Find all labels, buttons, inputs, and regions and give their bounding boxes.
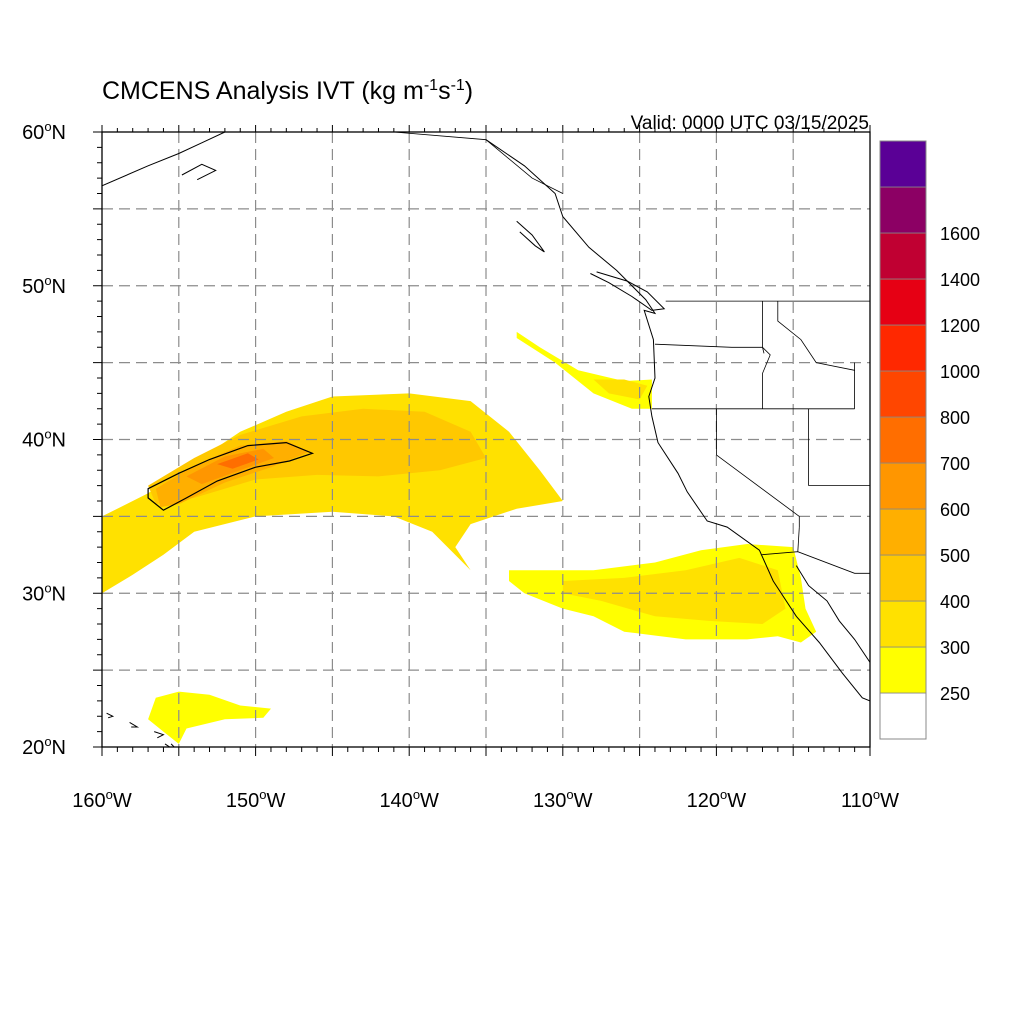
gridlines xyxy=(102,132,870,747)
colorbar-box-12 xyxy=(879,140,927,188)
border-id-mt xyxy=(777,301,855,371)
coastline-west-coast xyxy=(485,139,870,702)
colorbar-box-8 xyxy=(879,324,927,372)
colorbar-box-9 xyxy=(879,278,927,326)
colorbar-box-5 xyxy=(879,462,927,510)
colorbar-box-7 xyxy=(879,370,927,418)
lat-label-50: 50oN xyxy=(22,273,66,298)
colorbar-box-2 xyxy=(879,600,927,648)
colorbar-box-10 xyxy=(879,232,927,280)
border-bc-ak xyxy=(393,132,563,194)
map-contents xyxy=(102,132,870,747)
border-id-west xyxy=(762,301,771,409)
border-wa-or xyxy=(654,343,765,354)
colorbar-box-3 xyxy=(879,554,927,602)
lon-label-160: 160oW xyxy=(72,787,132,812)
colorbar-label-800: 800 xyxy=(940,408,970,428)
figure-title: CMCENS Analysis IVT (kg m-1s-1) xyxy=(102,77,473,105)
colorbar-box-1 xyxy=(879,646,927,694)
coastline-haida-gwaii xyxy=(516,220,545,253)
border-us-mexico xyxy=(760,551,870,574)
colorbar-box-6 xyxy=(879,416,927,464)
ivt-shade-southern-band-core xyxy=(562,557,786,624)
colorbar-label-1200: 1200 xyxy=(940,316,980,336)
lat-label-30: 30oN xyxy=(22,580,66,605)
colorbar-box-11 xyxy=(879,186,927,234)
colorbar-label-600: 600 xyxy=(940,500,970,520)
ivt-shade-north-pacific-core-400 xyxy=(148,408,486,505)
colorbar-label-1600: 1600 xyxy=(940,224,980,244)
lon-label-150: 150oW xyxy=(226,787,286,812)
coastline-hawaii-oahu xyxy=(129,721,140,728)
colorbar-label-700: 700 xyxy=(940,454,970,474)
map-panel xyxy=(93,125,871,756)
ivt-shade-oregon-plume-core xyxy=(593,379,648,400)
political-borders xyxy=(393,132,870,574)
lon-label-130: 130oW xyxy=(533,787,593,812)
coastline-hawaii-kauai xyxy=(106,712,115,719)
border-ca-nv xyxy=(716,408,800,528)
ivt-shade-hawaii-patch xyxy=(148,691,271,744)
border-az-ca xyxy=(797,527,800,552)
lon-label-110: 110oW xyxy=(841,787,899,812)
coastline-vancouver-island xyxy=(590,271,666,311)
lat-label-60: 60oN xyxy=(22,119,66,144)
coastline-gulf-of-california xyxy=(795,565,870,663)
coastlines xyxy=(102,132,870,747)
lat-label-20: 20oN xyxy=(22,734,66,759)
lon-label-140: 140oW xyxy=(379,787,439,812)
colorbar-frame xyxy=(879,140,927,740)
ivt-contour-line xyxy=(147,441,315,511)
colorbar-box-0 xyxy=(879,692,927,740)
axis-labels: 60oN 50oN 40oN 30oN 20oN 160oW 150oW 140oW 130oW… xyxy=(22,119,899,812)
coastline-kodiak xyxy=(181,163,217,181)
axis-ticks xyxy=(93,125,871,756)
colorbar: 250 300 400 500 600 700 800 1000 1200 1400 1600 xyxy=(879,140,980,740)
colorbar-box-4 xyxy=(879,508,927,556)
colorbar-label-500: 500 xyxy=(940,546,970,566)
lat-label-40: 40oN xyxy=(22,427,66,452)
colorbar-label-250: 250 xyxy=(940,684,970,704)
lon-label-120: 120oW xyxy=(687,787,747,812)
colorbar-label-1400: 1400 xyxy=(940,270,980,290)
ivt-shade-north-pacific-core-700 xyxy=(217,453,259,469)
colorbar-label-300: 300 xyxy=(940,638,970,658)
colorbar-label-400: 400 xyxy=(940,592,970,612)
coastline-alaska-south xyxy=(102,132,226,187)
colorbar-label-1000: 1000 xyxy=(940,362,980,382)
valid-time-label: Valid: 0000 UTC 03/15/2025 xyxy=(631,113,869,134)
coastline-hawaii-maui xyxy=(154,731,165,739)
